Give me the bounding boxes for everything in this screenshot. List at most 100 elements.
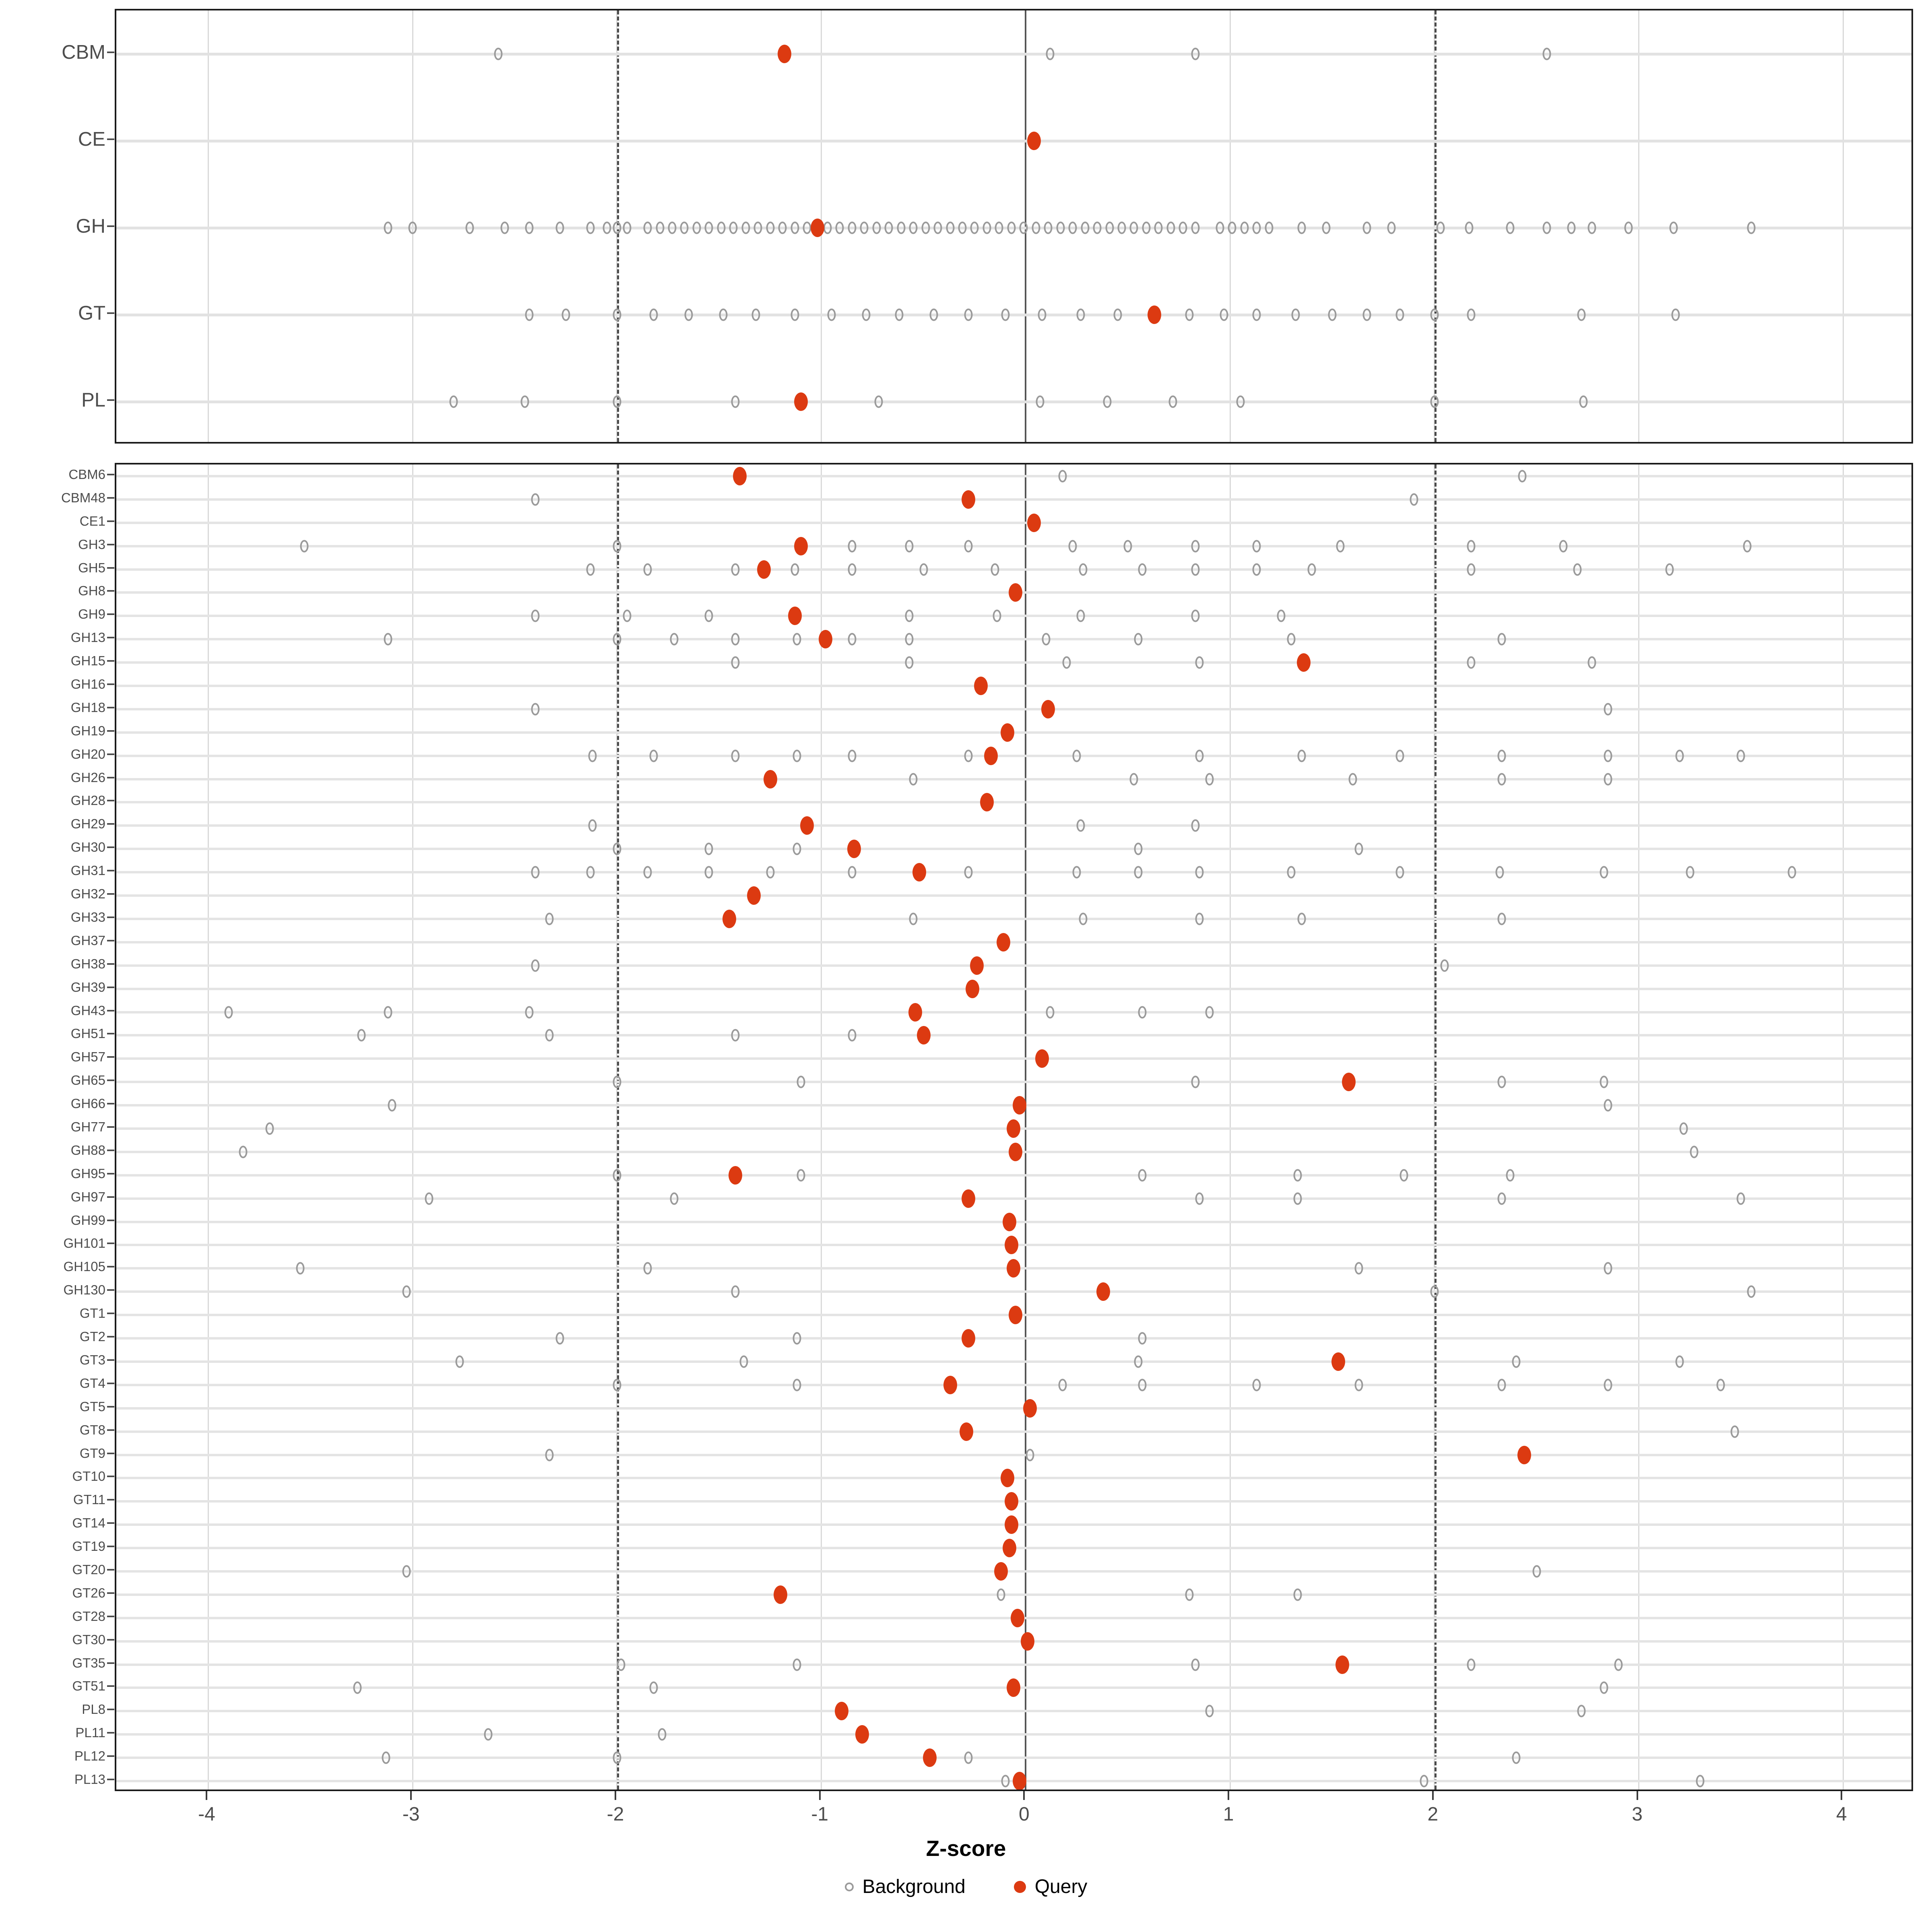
background-point-GT-23 — [1395, 308, 1404, 321]
background-point-GH3-0 — [300, 540, 309, 553]
background-point-GH97-5 — [1736, 1192, 1745, 1205]
query-point-GT1 — [1009, 1306, 1022, 1325]
query-point-GH97 — [962, 1189, 976, 1208]
y-tick-mark — [107, 846, 114, 848]
y-label-GT2: GT2 — [80, 1329, 114, 1344]
background-point-GT2-1 — [793, 1332, 801, 1345]
legend-item-query[interactable]: Query — [1013, 1876, 1087, 1898]
row-rule-GH29 — [116, 824, 1911, 827]
row-rule-GT8 — [116, 1430, 1911, 1433]
background-point-GH-55 — [1216, 221, 1224, 234]
row-rule-GH30 — [116, 848, 1911, 850]
y-tick-mark — [107, 1126, 114, 1128]
background-point-GH43-5 — [1205, 1006, 1214, 1019]
y-tick-mark — [107, 1103, 114, 1105]
background-point-PL-0 — [449, 395, 458, 408]
background-point-GH20-0 — [588, 749, 597, 762]
background-point-GH31-12 — [1495, 866, 1504, 879]
x-tick-label-0: 0 — [1019, 1804, 1030, 1825]
query-point-PL13 — [1013, 1772, 1027, 1790]
background-point-PL-8 — [1236, 395, 1245, 408]
background-point-GH-10 — [643, 221, 652, 234]
background-point-GH77-0 — [265, 1122, 274, 1135]
background-point-GH-25 — [835, 221, 844, 234]
y-label-PL12: PL12 — [74, 1748, 114, 1764]
query-point-GT14 — [1004, 1515, 1018, 1534]
query-point-GH8 — [1009, 583, 1022, 602]
background-point-GT51-2 — [1600, 1681, 1608, 1694]
background-point-GH130-1 — [731, 1285, 740, 1298]
query-point-GH57 — [1035, 1049, 1049, 1068]
y-label-GH30: GH30 — [71, 840, 114, 855]
background-point-GH3-12 — [1743, 540, 1752, 553]
query-point-GH16 — [974, 677, 988, 695]
y-tick-mark — [107, 1452, 114, 1454]
background-point-GT3-3 — [1512, 1355, 1521, 1368]
y-tick-mark — [107, 1476, 114, 1478]
background-point-GH33-0 — [545, 912, 554, 925]
background-point-GT-9 — [862, 308, 871, 321]
y-label-GH33: GH33 — [71, 910, 114, 925]
y-label-GH99: GH99 — [71, 1213, 114, 1228]
row-rule-GT9 — [116, 1453, 1911, 1456]
y-tick-mark — [107, 706, 114, 708]
background-point-GH-9 — [623, 221, 632, 234]
query-point-GH77 — [1006, 1119, 1020, 1138]
y-label-GH77: GH77 — [71, 1119, 114, 1135]
legend-label-background: Background — [862, 1876, 966, 1897]
background-point-GT2-2 — [1138, 1332, 1147, 1345]
background-point-GH31-2 — [643, 866, 652, 879]
row-rule-GT3 — [116, 1360, 1911, 1363]
background-point-GH38-0 — [531, 959, 540, 972]
y-label-GH51: GH51 — [71, 1026, 114, 1041]
y-tick-mark — [107, 1266, 114, 1268]
background-point-GT-1 — [561, 308, 570, 321]
background-point-GT4-7 — [1604, 1379, 1612, 1391]
background-point-GH13-6 — [905, 633, 914, 646]
background-point-GH130-0 — [402, 1285, 411, 1298]
row-rule-CBM6 — [116, 475, 1911, 477]
query-point-GH-0 — [810, 219, 824, 237]
background-point-GH-67 — [1542, 221, 1551, 234]
row-rule-GH16 — [116, 685, 1911, 687]
query-point-GH33 — [722, 909, 737, 928]
background-point-GH20-5 — [964, 749, 973, 762]
background-point-GH5-0 — [586, 563, 595, 576]
y-tick-mark — [107, 660, 114, 662]
background-point-GH9-1 — [623, 609, 632, 622]
background-point-GH15-0 — [731, 656, 740, 669]
y-tick-mark — [107, 823, 114, 825]
background-point-GT8-0 — [1730, 1425, 1739, 1438]
y-tick-mark — [107, 1172, 114, 1174]
background-point-GH51-1 — [545, 1029, 554, 1042]
background-point-GH26-1 — [1129, 773, 1138, 786]
background-point-GH3-5 — [1068, 540, 1077, 553]
y-tick-mark — [107, 520, 114, 522]
background-point-GH9-0 — [531, 609, 540, 622]
background-point-PL-3 — [731, 395, 740, 408]
background-point-GH-40 — [1019, 221, 1028, 234]
y-tick-mark — [107, 1313, 114, 1315]
top-plot-area — [116, 10, 1911, 442]
background-point-GH30-2 — [793, 842, 801, 855]
reference-line-0 — [1025, 464, 1027, 1790]
y-tick-mark — [107, 1359, 114, 1361]
background-point-GH-48 — [1117, 221, 1126, 234]
legend-item-background[interactable]: Background — [844, 1876, 966, 1898]
y-tick-mark — [107, 939, 114, 941]
background-point-GH9-7 — [1191, 609, 1200, 622]
x-axis: -4 -3 -2 -1 0 1 2 3 4 — [115, 1791, 1913, 1839]
background-point-GH3-2 — [848, 540, 857, 553]
y-tick-mark — [107, 1662, 114, 1664]
background-point-GH-21 — [778, 221, 787, 234]
y-tick-mark — [107, 225, 114, 227]
background-point-GH66-1 — [1604, 1099, 1612, 1112]
gridline-x--3 — [412, 464, 413, 1790]
row-rule-GH32 — [116, 894, 1911, 897]
y-tick-mark — [107, 590, 114, 592]
background-point-CBM-1 — [1046, 47, 1055, 60]
background-point-GH-39 — [1007, 221, 1016, 234]
background-point-GH3-10 — [1467, 540, 1476, 553]
background-point-GH-62 — [1362, 221, 1371, 234]
